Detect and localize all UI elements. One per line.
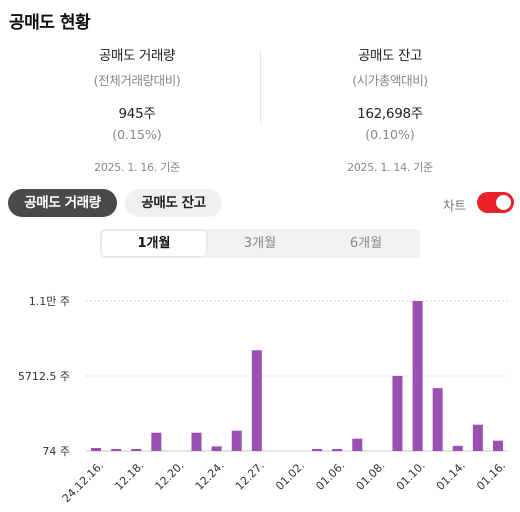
chart-bar[interactable] [492,440,503,451]
toggle-knob [496,195,511,210]
tab-short-balance[interactable]: 공매도 잔고 [125,189,222,217]
x-tick-label: 01.14. [434,459,468,493]
x-tick-label: 01.02. [273,459,307,493]
chart-bar[interactable] [472,424,483,451]
short-volume-value: 945주 [118,106,156,122]
chart-bar[interactable] [392,375,403,451]
chart-bar[interactable] [151,432,162,451]
tab-short-volume[interactable]: 공매도 거래량 [8,189,117,217]
short-volume-label: 공매도 거래량 [98,48,175,64]
x-tick-label: 12.24. [193,459,227,493]
x-tick-label: 01.08. [354,459,388,493]
chart-toggle-label: 차트 [443,198,467,213]
short-volume-date: 2025. 1. 16. 기준 [94,161,180,174]
x-tick-label: 12.27. [233,459,267,493]
chart-bar[interactable] [91,447,102,451]
x-tick-label: 12.20. [153,459,187,493]
x-tick-label: 24.12.16. [60,459,106,505]
short-balance-value: 162,698주 [357,106,423,122]
x-tick-label: 12.18. [112,459,146,493]
period-3m[interactable]: 3개월 [243,236,277,251]
x-tick-label: 01.06. [313,459,347,493]
x-tick-label: 01.16. [474,459,508,493]
chart-bar[interactable] [131,449,142,451]
short-balance-pct: (0.10%) [365,127,415,142]
y-tick-label: 74 주 [42,445,70,458]
short-volume-summary: 공매도 거래량 (전체거래량대비) 945주 (0.15%) 2025. 1. … [37,44,237,175]
page-title: 공매도 현황 [9,13,91,33]
chart-bar[interactable] [251,350,262,451]
period-6m[interactable]: 6개월 [349,236,383,251]
chart-bar[interactable] [231,430,242,451]
chart-bar[interactable] [352,438,363,451]
short-balance-label: 공매도 잔고 [358,48,422,64]
chart-bar[interactable] [191,432,202,451]
chart-bar[interactable] [312,449,323,451]
short-balance-summary: 공매도 잔고 (시가총액대비) 162,698주 (0.10%) 2025. 1… [290,44,490,175]
chart-bar[interactable] [432,388,443,451]
chart-bar[interactable] [111,449,122,451]
chart-bar[interactable] [412,301,423,451]
short-volume-sub: (전체거래량대비) [93,73,181,88]
period-selector: 1개월 3개월 6개월 [100,229,420,258]
x-tick-label: 01.10. [394,459,428,493]
period-1m[interactable]: 1개월 [102,231,206,256]
chart-bar[interactable] [332,449,343,451]
summary-divider [260,50,261,124]
short-balance-date: 2025. 1. 14. 기준 [347,161,433,174]
y-tick-label: 5712.5 주 [18,370,70,383]
chart-bar[interactable] [211,446,222,451]
chart-toggle[interactable] [477,192,514,213]
chart-bar[interactable] [452,445,463,451]
y-tick-label: 1.1만 주 [29,295,70,308]
short-balance-sub: (시가총액대비) [352,73,428,88]
short-volume-pct: (0.15%) [112,127,162,142]
short-volume-chart: 1.1만 주 5712.5 주 74 주 24.12.16. 12.18. 12.20.… [18,295,508,505]
